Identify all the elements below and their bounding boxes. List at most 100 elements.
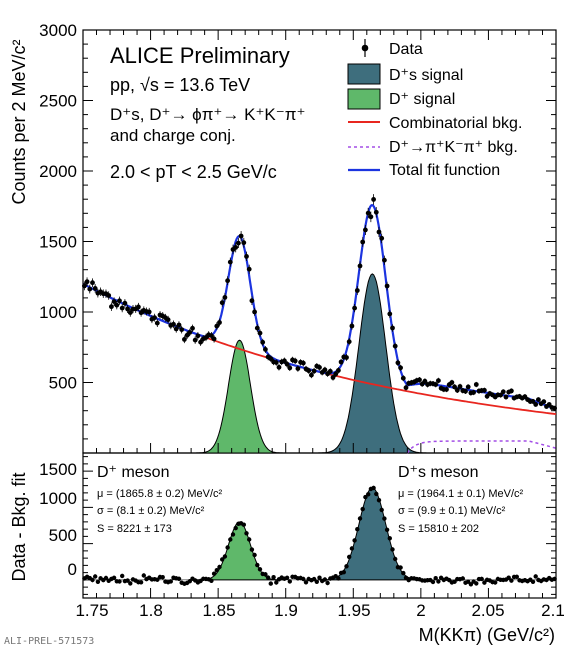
residual-point <box>125 578 130 583</box>
residual-point <box>225 545 230 550</box>
residual-point <box>252 552 257 558</box>
legend-ds-swatch <box>347 63 381 85</box>
data-point <box>90 280 95 286</box>
data-point <box>211 336 217 342</box>
data-point <box>552 405 557 411</box>
data-point <box>284 361 290 367</box>
residual-point <box>155 577 160 582</box>
residual-point <box>268 581 273 586</box>
data-point <box>136 304 141 310</box>
data-point <box>273 360 279 365</box>
data-point <box>238 233 244 239</box>
residual-point <box>220 557 225 562</box>
dplus-residual-fill <box>195 521 284 581</box>
ds-s: S = 15810 ± 202 <box>398 523 479 535</box>
data-point <box>309 372 314 378</box>
residual-point <box>284 575 290 580</box>
residual-point <box>209 578 214 583</box>
residual-point <box>325 580 330 586</box>
residual-point <box>111 575 117 580</box>
data-point <box>146 309 152 315</box>
residual-point <box>398 565 403 570</box>
axis-ticks <box>82 29 557 598</box>
data-point <box>109 304 114 310</box>
top-y-tick-label: 1500 <box>39 233 77 252</box>
header-decay: D⁺s, D⁺→ ϕπ⁺→ K⁺K⁻π⁺ <box>110 105 305 124</box>
residual-point <box>393 556 398 562</box>
top-y-tick-label: 2500 <box>39 92 77 111</box>
ds-mu: μ = (1964.1 ± 0.1) MeV/c² <box>398 488 524 500</box>
data-point <box>500 389 506 395</box>
data-point <box>465 384 471 390</box>
data-point <box>330 375 336 380</box>
data-point <box>541 399 547 405</box>
residual-point <box>103 575 109 581</box>
data-point <box>382 257 387 263</box>
data-point <box>92 286 98 291</box>
residual-point <box>371 485 376 491</box>
residual-point <box>311 576 317 582</box>
bottom-plot-area <box>82 485 557 587</box>
residual-point <box>433 576 438 581</box>
bottom-y-tick-label: 1500 <box>39 460 77 479</box>
residual-point <box>430 579 436 585</box>
legend: Data D⁺s signal D⁺ signal Combinatorial … <box>347 39 522 179</box>
residual-point <box>357 516 363 521</box>
residual-point <box>217 564 222 570</box>
residual-point <box>384 527 390 532</box>
data-point <box>392 343 398 349</box>
residual-point <box>468 582 474 587</box>
data-point <box>244 254 249 259</box>
data-point <box>268 356 274 362</box>
residual-point <box>141 573 146 578</box>
data-point <box>198 339 204 345</box>
data-point <box>119 305 125 311</box>
residual-point <box>390 547 395 552</box>
residual-point <box>271 575 276 580</box>
dplus-sigma: σ = (8.1 ± 0.2) MeV/c² <box>97 505 205 517</box>
legend-label: D⁺ signal <box>389 91 455 108</box>
data-point <box>368 214 374 220</box>
data-point <box>354 288 360 293</box>
residual-point <box>401 570 406 576</box>
data-point <box>498 392 503 398</box>
dplus-label: D⁺ meson <box>97 464 169 481</box>
data-point <box>282 358 287 364</box>
dplus-signal-fill <box>195 339 284 454</box>
data-point <box>233 245 239 250</box>
residual-point <box>379 507 384 513</box>
header-title: ALICE Preliminary <box>110 43 290 68</box>
legend-label: Data <box>389 41 423 58</box>
data-point <box>192 337 198 343</box>
data-point <box>122 300 128 306</box>
data-point <box>403 385 409 391</box>
data-point <box>365 210 371 216</box>
data-point <box>363 227 368 233</box>
bottom-y-axis-title: Data - Bkg. fit <box>9 472 29 581</box>
data-point <box>457 384 463 389</box>
residual-point <box>314 579 319 584</box>
data-point <box>395 360 401 366</box>
residual-point <box>168 579 173 584</box>
data-point <box>444 387 449 392</box>
data-point <box>257 330 263 336</box>
residual-point <box>366 492 371 497</box>
data-point <box>322 367 328 373</box>
residual-point <box>493 580 498 585</box>
top-y-tick-label: 3000 <box>39 21 77 40</box>
residual-point <box>341 570 346 575</box>
top-plot-area <box>82 194 557 454</box>
residual-point <box>301 576 306 582</box>
x-tick-label: 2.1 <box>541 601 565 620</box>
data-point <box>433 382 439 387</box>
residual-point <box>509 578 514 583</box>
residual-point <box>436 579 441 584</box>
residual-point <box>233 525 238 531</box>
reflection-bkg-curve <box>406 440 557 454</box>
legend-label: D⁺→π⁺K⁻π⁺ bkg. <box>389 139 518 156</box>
residual-point <box>138 580 144 585</box>
data-point <box>306 368 312 374</box>
x-tick-label: 2 <box>416 601 425 620</box>
top-y-tick-label: 1000 <box>39 303 77 322</box>
x-tick-label: 1.8 <box>139 601 163 620</box>
